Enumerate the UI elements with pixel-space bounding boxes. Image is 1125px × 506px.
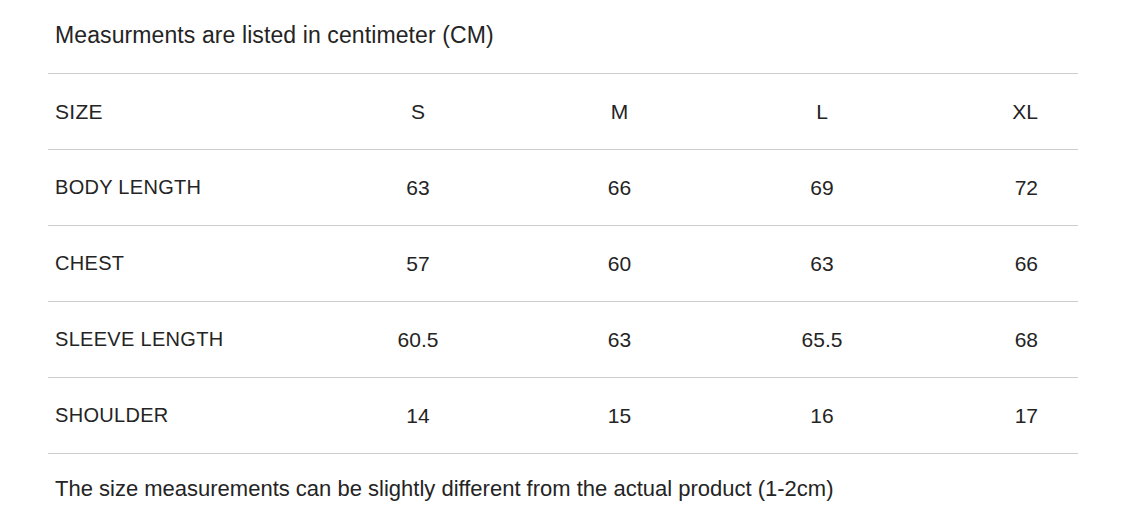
table-row-chest: CHEST 57 60 63 66 <box>48 226 1078 302</box>
column-header-m: M <box>518 100 721 124</box>
table-row-body-length: BODY LENGTH 63 66 69 72 <box>48 150 1078 226</box>
column-header-s: S <box>318 100 518 124</box>
cell-sleeve-length-m: 63 <box>518 328 721 352</box>
row-label: SHOULDER <box>48 404 318 427</box>
cell-chest-xl: 66 <box>923 252 1078 276</box>
row-label: SLEEVE LENGTH <box>48 328 318 351</box>
size-chart-page: Measurments are listed in centimeter (CM… <box>0 0 1125 506</box>
size-chart-table: SIZE S M L XL BODY LENGTH 63 66 69 72 CH… <box>48 73 1078 454</box>
row-label: BODY LENGTH <box>48 176 318 199</box>
size-chart-title: Measurments are listed in centimeter (CM… <box>55 22 494 49</box>
column-header-l: L <box>721 100 923 124</box>
tolerance-note: The size measurements can be slightly di… <box>55 476 834 502</box>
cell-sleeve-length-l: 65.5 <box>721 328 923 352</box>
cell-sleeve-length-xl: 68 <box>923 328 1078 352</box>
cell-shoulder-m: 15 <box>518 404 721 428</box>
cell-chest-s: 57 <box>318 252 518 276</box>
row-label: CHEST <box>48 252 318 275</box>
cell-body-length-m: 66 <box>518 176 721 200</box>
table-header-row: SIZE S M L XL <box>48 74 1078 150</box>
cell-shoulder-xl: 17 <box>923 404 1078 428</box>
cell-chest-l: 63 <box>721 252 923 276</box>
table-row-sleeve-length: SLEEVE LENGTH 60.5 63 65.5 68 <box>48 302 1078 378</box>
cell-shoulder-l: 16 <box>721 404 923 428</box>
cell-body-length-l: 69 <box>721 176 923 200</box>
column-header-size: SIZE <box>48 100 318 124</box>
cell-shoulder-s: 14 <box>318 404 518 428</box>
column-header-xl: XL <box>923 100 1078 124</box>
cell-chest-m: 60 <box>518 252 721 276</box>
cell-body-length-xl: 72 <box>923 176 1078 200</box>
table-row-shoulder: SHOULDER 14 15 16 17 <box>48 378 1078 454</box>
cell-body-length-s: 63 <box>318 176 518 200</box>
cell-sleeve-length-s: 60.5 <box>318 328 518 352</box>
